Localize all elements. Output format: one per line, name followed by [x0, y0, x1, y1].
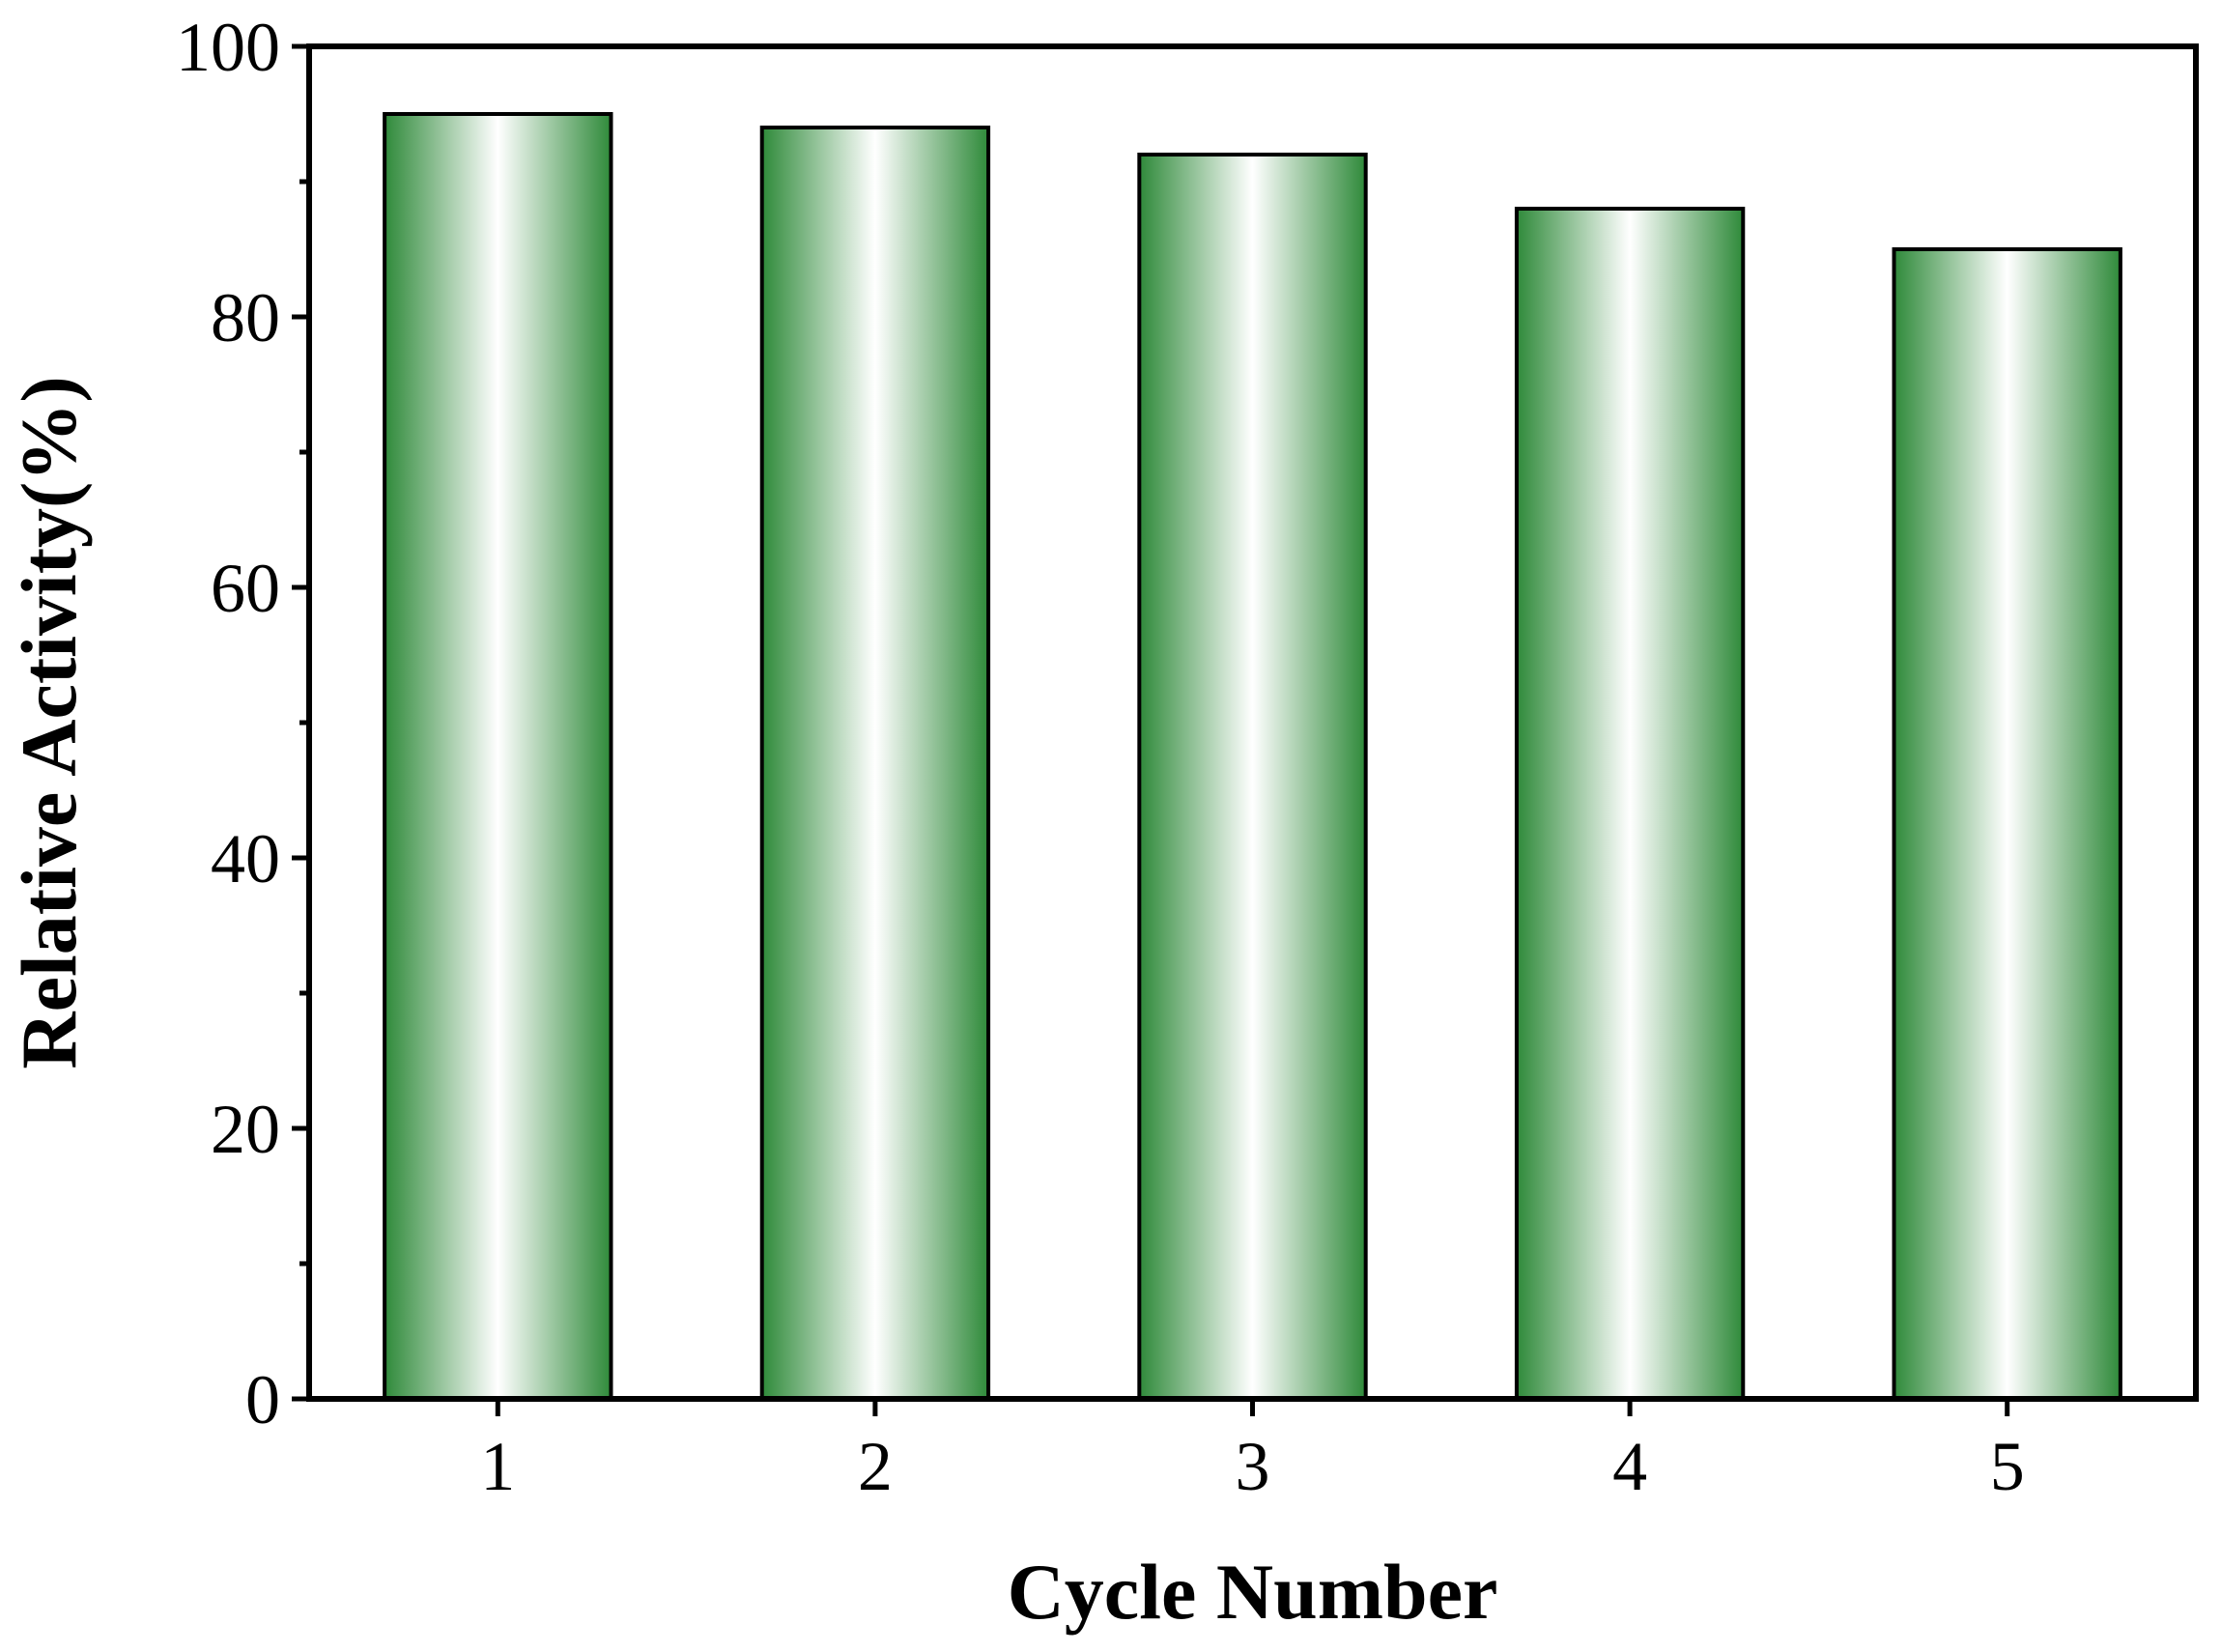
bar-cycle-1: [383, 112, 613, 1401]
x-tick-label: 4: [1612, 1428, 1647, 1505]
y-tick-label: 20: [211, 1091, 280, 1168]
x-tick-label: 2: [858, 1428, 893, 1505]
bar-cycle-3: [1137, 153, 1368, 1401]
y-tick-label: 0: [245, 1361, 280, 1438]
y-tick-label: 60: [211, 550, 280, 627]
x-tick-label: 1: [480, 1428, 515, 1505]
bar-cycle-4: [1514, 207, 1746, 1401]
x-tick-label: 5: [1990, 1428, 2025, 1505]
y-axis-title: Relative Activity(%): [5, 376, 93, 1068]
y-axis-ticks: 0 20 40 60 80 100: [176, 9, 309, 1438]
y-tick-label: 40: [211, 820, 280, 897]
x-axis-title: Cycle Number: [1008, 1548, 1498, 1636]
y-tick-label: 100: [176, 9, 280, 86]
y-tick-label: 80: [211, 279, 280, 356]
bars-group: [383, 112, 2122, 1401]
x-axis-ticks: 1 2 3 4 5: [480, 1399, 2025, 1505]
bar-cycle-5: [1892, 247, 2122, 1401]
x-tick-label: 3: [1236, 1428, 1270, 1505]
bar-cycle-2: [759, 126, 991, 1401]
